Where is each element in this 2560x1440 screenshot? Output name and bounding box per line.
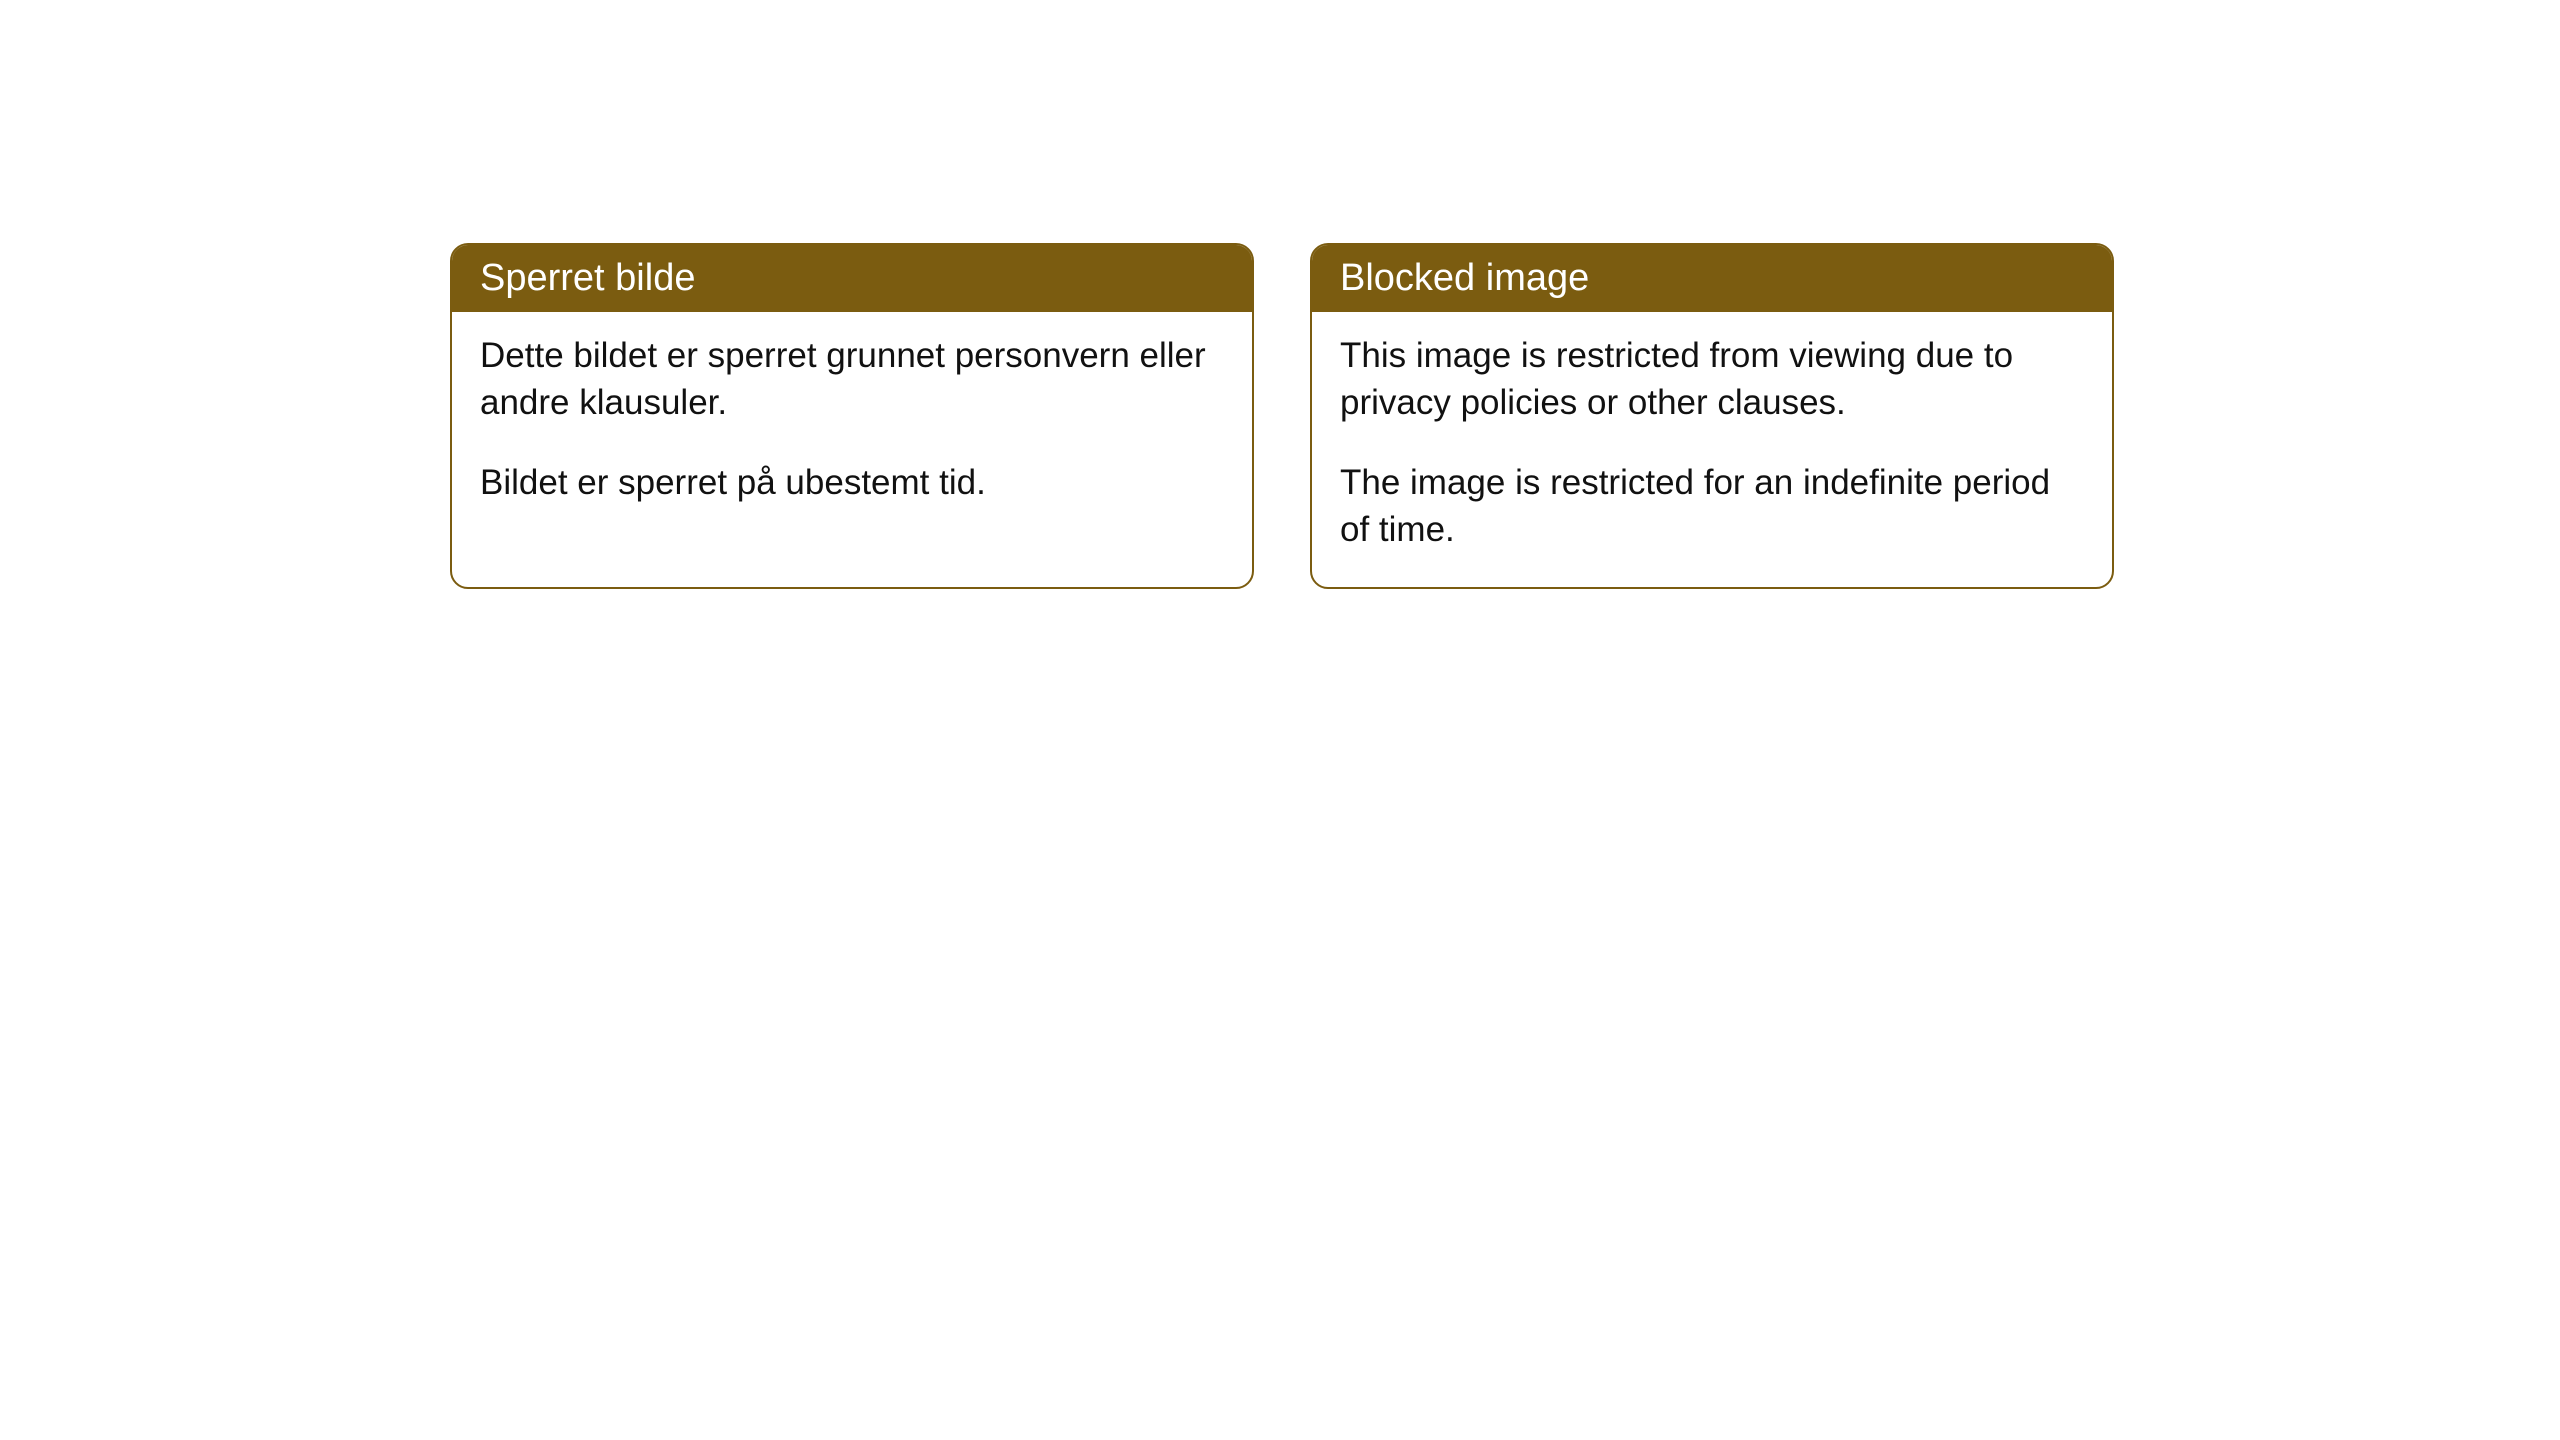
card-paragraph-1-norwegian: Dette bildet er sperret grunnet personve… <box>480 332 1224 427</box>
card-body-english: This image is restricted from viewing du… <box>1312 312 2112 587</box>
card-paragraph-2-norwegian: Bildet er sperret på ubestemt tid. <box>480 459 1224 506</box>
card-header-norwegian: Sperret bilde <box>452 245 1252 312</box>
card-paragraph-2-english: The image is restricted for an indefinit… <box>1340 459 2084 554</box>
notice-cards-container: Sperret bilde Dette bildet er sperret gr… <box>450 243 2114 589</box>
card-paragraph-1-english: This image is restricted from viewing du… <box>1340 332 2084 427</box>
card-body-norwegian: Dette bildet er sperret grunnet personve… <box>452 312 1252 540</box>
blocked-image-card-english: Blocked image This image is restricted f… <box>1310 243 2114 589</box>
blocked-image-card-norwegian: Sperret bilde Dette bildet er sperret gr… <box>450 243 1254 589</box>
card-header-english: Blocked image <box>1312 245 2112 312</box>
